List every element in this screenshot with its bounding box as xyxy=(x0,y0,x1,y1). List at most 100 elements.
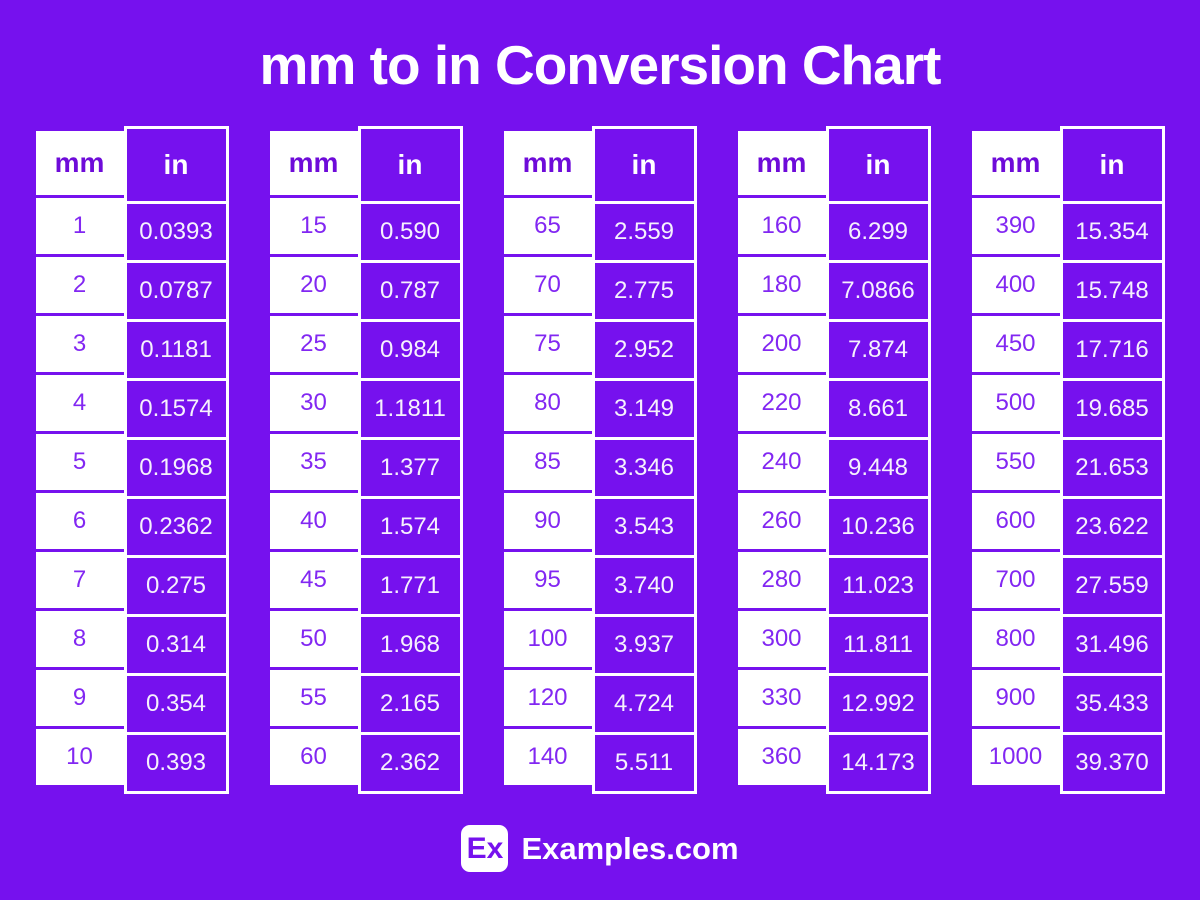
in-value-cell: 1.1811 xyxy=(360,381,460,437)
mm-value-cell: 70 xyxy=(503,257,592,313)
mm-value-cell: 40 xyxy=(269,493,358,549)
in-value-cell: 2.362 xyxy=(360,735,460,791)
in-value-cell: 21.653 xyxy=(1062,440,1162,496)
mm-value-cell: 500 xyxy=(971,375,1060,431)
mm-value-cell: 4 xyxy=(35,375,124,431)
mm-value-cell: 95 xyxy=(503,552,592,608)
mm-value-cell: 90 xyxy=(503,493,592,549)
in-value-cell: 15.748 xyxy=(1062,263,1162,319)
in-value-cell: 1.574 xyxy=(360,499,460,555)
mm-header: mm xyxy=(503,131,592,195)
in-header: in xyxy=(360,129,460,201)
mm-header: mm xyxy=(737,131,826,195)
in-header-label: in xyxy=(865,149,891,180)
mm-value-cell: 8 xyxy=(35,611,124,667)
in-value-cell: 0.590 xyxy=(360,204,460,260)
in-header: in xyxy=(594,129,694,201)
in-header-label: in xyxy=(1099,149,1125,180)
mm-value-cell: 9 xyxy=(35,670,124,726)
mm-value-cell: 200 xyxy=(737,316,826,372)
in-value-cell: 0.0393 xyxy=(126,204,226,260)
in-value-cell: 12.992 xyxy=(828,676,928,732)
in-value-cell: 0.0787 xyxy=(126,263,226,319)
in-value-cell: 9.448 xyxy=(828,440,928,496)
footer: Ex Examples.com xyxy=(0,825,1200,872)
mm-value-cell: 240 xyxy=(737,434,826,490)
mm-header-label: mm xyxy=(288,147,339,178)
in-value-cell: 1.771 xyxy=(360,558,460,614)
mm-value-cell: 60 xyxy=(269,729,358,785)
in-value-cell: 31.496 xyxy=(1062,617,1162,673)
in-value-cell: 4.724 xyxy=(594,676,694,732)
mm-value-cell: 7 xyxy=(35,552,124,608)
mm-value-cell: 300 xyxy=(737,611,826,667)
mm-value-cell: 20 xyxy=(269,257,358,313)
in-value-cell: 0.275 xyxy=(126,558,226,614)
mm-value-cell: 900 xyxy=(971,670,1060,726)
mm-value-cell: 1000 xyxy=(971,729,1060,785)
mm-column: mm 65 70 75 80 85 90 95 100 120 140 xyxy=(503,131,592,785)
in-value-cell: 3.740 xyxy=(594,558,694,614)
in-header: in xyxy=(828,129,928,201)
in-value-cell: 0.393 xyxy=(126,735,226,791)
mm-value-cell: 65 xyxy=(503,198,592,254)
conversion-table: mm 65 70 75 80 85 90 95 100 120 140 in 2.559 2.775… xyxy=(503,126,697,794)
mm-value-cell: 6 xyxy=(35,493,124,549)
site-name: Examples.com xyxy=(521,830,739,866)
logo-text: Ex xyxy=(466,831,504,865)
in-value-cell: 11.023 xyxy=(828,558,928,614)
in-column: in 6.299 7.0866 7.874 8.661 9.448 10.236 11.02… xyxy=(825,126,931,794)
in-value-cell: 0.2362 xyxy=(126,499,226,555)
in-column: in 0.590 0.787 0.984 1.1811 1.377 1.574 1.771 1… xyxy=(357,126,463,794)
in-value-cell: 2.559 xyxy=(594,204,694,260)
in-value-cell: 1.377 xyxy=(360,440,460,496)
in-value-cell: 3.937 xyxy=(594,617,694,673)
mm-column: mm 1 2 3 4 5 6 7 8 9 10 xyxy=(35,131,124,785)
in-value-cell: 0.354 xyxy=(126,676,226,732)
mm-header: mm xyxy=(35,131,124,195)
in-header-label: in xyxy=(397,149,423,180)
mm-value-cell: 5 xyxy=(35,434,124,490)
mm-column: mm 390 400 450 500 550 600 700 800 900 1000 xyxy=(971,131,1060,785)
in-column: in 15.354 15.748 17.716 19.685 21.653 23.622 2… xyxy=(1059,126,1165,794)
conversion-table: mm 160 180 200 220 240 260 280 300 330 360 in 6.2… xyxy=(737,126,931,794)
in-value-cell: 11.811 xyxy=(828,617,928,673)
mm-value-cell: 35 xyxy=(269,434,358,490)
mm-value-cell: 400 xyxy=(971,257,1060,313)
mm-column: mm 15 20 25 30 35 40 45 50 55 60 xyxy=(269,131,358,785)
mm-value-cell: 450 xyxy=(971,316,1060,372)
in-value-cell: 3.543 xyxy=(594,499,694,555)
in-header-label: in xyxy=(631,149,657,180)
mm-value-cell: 160 xyxy=(737,198,826,254)
in-value-cell: 10.236 xyxy=(828,499,928,555)
page-title: mm to in Conversion Chart xyxy=(259,34,942,96)
mm-value-cell: 800 xyxy=(971,611,1060,667)
conversion-tables: mm 1 2 3 4 5 6 7 8 9 10 in 0.0393 0.0787 0.1181 0.15… xyxy=(0,126,1200,794)
mm-value-cell: 25 xyxy=(269,316,358,372)
in-value-cell: 27.559 xyxy=(1062,558,1162,614)
in-value-cell: 35.433 xyxy=(1062,676,1162,732)
mm-value-cell: 3 xyxy=(35,316,124,372)
examples-logo-icon: Ex xyxy=(461,825,509,872)
in-value-cell: 0.1574 xyxy=(126,381,226,437)
mm-value-cell: 45 xyxy=(269,552,358,608)
mm-column: mm 160 180 200 220 240 260 280 300 330 360 xyxy=(737,131,826,785)
in-value-cell: 2.952 xyxy=(594,322,694,378)
mm-value-cell: 140 xyxy=(503,729,592,785)
mm-value-cell: 220 xyxy=(737,375,826,431)
in-value-cell: 17.716 xyxy=(1062,322,1162,378)
in-column: in 0.0393 0.0787 0.1181 0.1574 0.1968 0.2362 0… xyxy=(123,126,229,794)
mm-value-cell: 1 xyxy=(35,198,124,254)
mm-header: mm xyxy=(971,131,1060,195)
in-header: in xyxy=(1062,129,1162,201)
mm-value-cell: 10 xyxy=(35,729,124,785)
in-column: in 2.559 2.775 2.952 3.149 3.346 3.543 3.740 3.… xyxy=(591,126,697,794)
mm-value-cell: 390 xyxy=(971,198,1060,254)
in-value-cell: 3.149 xyxy=(594,381,694,437)
in-value-cell: 7.0866 xyxy=(828,263,928,319)
mm-value-cell: 55 xyxy=(269,670,358,726)
mm-header-label: mm xyxy=(522,147,573,178)
in-value-cell: 0.1968 xyxy=(126,440,226,496)
mm-value-cell: 550 xyxy=(971,434,1060,490)
mm-value-cell: 280 xyxy=(737,552,826,608)
